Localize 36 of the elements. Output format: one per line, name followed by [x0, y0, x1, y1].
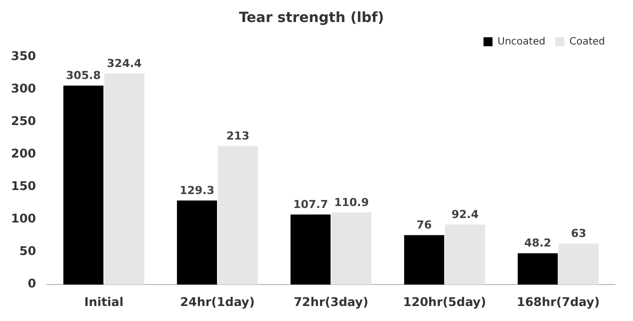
bar [518, 253, 558, 285]
y-tick-label: 350 [10, 48, 36, 63]
bar [104, 73, 144, 285]
y-tick-label: 150 [10, 179, 36, 194]
data-label: 63 [570, 226, 586, 240]
bar [445, 224, 486, 285]
bar [331, 212, 372, 285]
y-tick-label: 0 [28, 276, 36, 291]
data-label: 107.7 [293, 198, 328, 211]
bar [290, 214, 331, 285]
bar [63, 86, 104, 285]
y-tick-label: 50 [19, 244, 36, 258]
legend-label: Uncoated [498, 36, 546, 48]
data-label: 305.8 [66, 68, 101, 82]
data-label: 110.9 [334, 196, 369, 209]
y-tick-label: 100 [10, 212, 36, 226]
bar [176, 200, 218, 285]
x-tick-label: 72hr(3day) [294, 294, 368, 309]
data-label: 76 [416, 218, 432, 232]
x-tick-label: 120hr(5day) [403, 294, 486, 309]
data-label: 48.2 [524, 236, 552, 250]
legend-label: Coated [569, 36, 606, 48]
data-label: 129.3 [180, 184, 214, 197]
data-label: 213 [226, 129, 250, 142]
bar [218, 146, 258, 285]
bar [404, 235, 444, 285]
chart-title: Tear strength (lbf) [238, 10, 384, 26]
bar [558, 244, 599, 285]
y-tick-label: 300 [10, 81, 36, 96]
y-tick-label: 250 [10, 114, 36, 128]
x-tick-label: Initial [84, 294, 124, 309]
x-tick-label: 168hr(7day) [516, 294, 600, 309]
data-label: 324.4 [106, 56, 142, 70]
data-label: 92.4 [451, 208, 479, 221]
y-tick-label: 200 [10, 146, 36, 161]
x-tick-label: 24hr(1day) [180, 294, 255, 309]
